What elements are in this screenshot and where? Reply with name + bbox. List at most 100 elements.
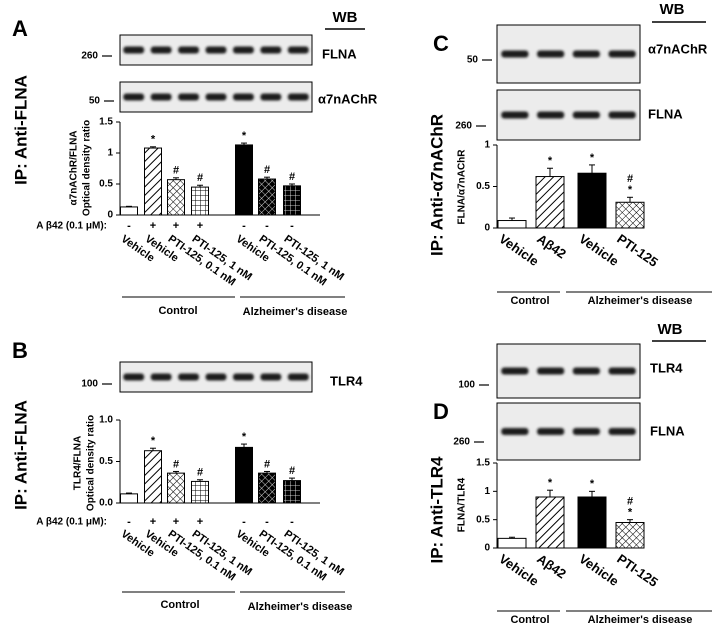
blot-name: α7nAChR: [318, 91, 378, 106]
abeta-sign: -: [242, 220, 246, 232]
y-axis-label: FLNA/α7nAChR: [457, 149, 468, 225]
blot-band: [260, 46, 282, 54]
bar: [191, 186, 209, 216]
significance-mark: #: [289, 465, 295, 477]
y-tick-label: 0.5: [99, 456, 113, 467]
bar: [497, 537, 527, 549]
significance-mark: #: [173, 165, 179, 177]
ip-label: IP: Anti-TLR4: [427, 456, 446, 564]
abeta-label: A β42 (0.1 μM):: [36, 517, 107, 528]
bar: [497, 220, 527, 229]
y-tick-label: 1.5: [476, 458, 490, 469]
blot-band: [178, 46, 199, 54]
abeta-sign: -: [242, 516, 246, 528]
group-label: Control: [160, 599, 199, 611]
y-tick-label: 0.0: [99, 498, 113, 509]
significance-mark: *: [242, 130, 247, 142]
y-tick-label: 1.0: [99, 415, 113, 426]
abeta-sign: +: [197, 220, 203, 232]
blot-band: [537, 50, 565, 58]
bar: [615, 201, 645, 229]
blot-marker: 260: [81, 51, 98, 62]
significance-mark: #: [197, 172, 203, 184]
ip-label: IP: Anti-FLNA: [11, 75, 30, 185]
blot-band: [178, 93, 199, 101]
group-label: Control: [158, 305, 197, 317]
significance-mark: *: [151, 435, 156, 447]
blot-name: TLR4: [650, 360, 683, 375]
bar: [235, 446, 253, 504]
abeta-sign: -: [265, 516, 269, 528]
group-label: Control: [510, 614, 549, 626]
abeta-sign: +: [150, 516, 156, 528]
bar: [191, 480, 209, 504]
y-tick-label: 1: [484, 486, 490, 497]
blot-band: [608, 367, 636, 375]
abeta-sign: -: [290, 516, 294, 528]
blot-name: α7nAChR: [648, 41, 708, 56]
bar: [258, 178, 276, 216]
abeta-label: A β42 (0.1 μM):: [36, 221, 107, 232]
bar: [144, 147, 162, 216]
panel-label: C: [433, 31, 449, 56]
significance-mark: *: [590, 152, 595, 164]
group-label: Alzheimer's disease: [248, 601, 353, 613]
group-label: Alzheimer's disease: [588, 614, 693, 626]
significance-mark: *: [548, 155, 553, 167]
blot-band: [150, 93, 172, 101]
blot-band: [123, 373, 145, 381]
bar: [283, 480, 301, 504]
panel-label: A: [12, 16, 28, 41]
significance-mark: *: [628, 507, 633, 519]
y-tick-label: 0.5: [99, 179, 113, 190]
blot-marker: 100: [81, 379, 98, 390]
significance-mark: *: [548, 477, 553, 489]
blot-band: [572, 367, 600, 375]
bar: [577, 496, 607, 549]
abeta-sign: +: [173, 516, 179, 528]
significance-mark: *: [628, 184, 633, 196]
bar: [535, 176, 565, 229]
significance-mark: *: [151, 134, 156, 146]
blot-name: FLNA: [650, 423, 685, 438]
blot-band: [260, 373, 282, 381]
bar: [615, 522, 645, 549]
y-axis-label: Optical density ratio: [82, 120, 93, 216]
y-tick-label: 1: [484, 140, 490, 151]
y-tick-label: 0: [484, 223, 490, 234]
blot-band: [572, 50, 600, 58]
bar: [120, 493, 138, 504]
blot-marker: 50: [89, 96, 101, 107]
group-label: Control: [510, 295, 549, 307]
x-tick-label: Vehicle: [576, 551, 621, 589]
blot-band: [501, 428, 529, 435]
blot-band: [287, 93, 309, 101]
y-axis-label: FLNA/TLR4: [457, 477, 468, 532]
bar: [235, 144, 253, 216]
blot-band: [123, 46, 145, 54]
abeta-sign: +: [150, 220, 156, 232]
abeta-sign: +: [173, 220, 179, 232]
blot-band: [572, 428, 600, 435]
y-tick-label: 0: [484, 543, 490, 554]
bar: [120, 206, 138, 216]
y-tick-label: 1: [107, 148, 113, 159]
blot-band: [150, 46, 172, 54]
wb-label: WB: [660, 1, 685, 18]
x-tick-label: PTI-125: [614, 231, 660, 270]
significance-mark: #: [173, 458, 179, 470]
blot-band: [260, 93, 282, 101]
blot-name: TLR4: [330, 373, 363, 388]
y-axis-label: α7nAChR/FLNA: [69, 130, 80, 205]
blot-band: [205, 93, 227, 101]
blot-band: [233, 93, 254, 101]
x-tick-label: Vehicle: [496, 231, 541, 269]
abeta-sign: -: [127, 516, 131, 528]
blot-band: [205, 46, 227, 54]
blot-band: [205, 373, 227, 381]
blot-band: [287, 46, 309, 54]
abeta-sign: +: [197, 516, 203, 528]
ip-label: IP: Anti-FLNA: [11, 400, 30, 510]
blot-band: [178, 373, 199, 381]
